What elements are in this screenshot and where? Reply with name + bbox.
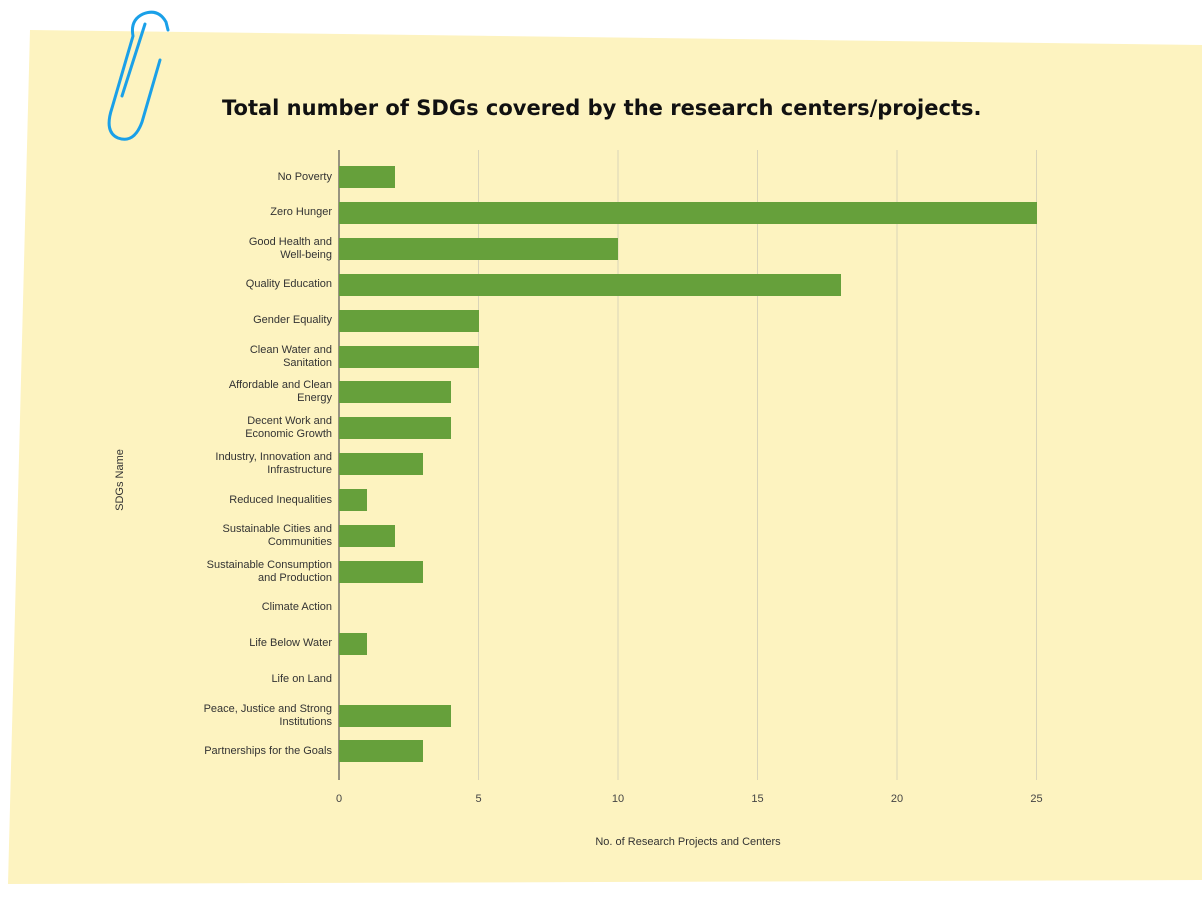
y-category-label: Partnerships for the Goals bbox=[204, 744, 332, 757]
x-tick-label: 20 bbox=[890, 793, 904, 805]
y-category-label: Sustainable Consumption and Production bbox=[206, 558, 332, 584]
bar bbox=[339, 489, 367, 512]
y-category-label: Life on Land bbox=[271, 673, 332, 686]
bar bbox=[339, 525, 395, 547]
chart-title: Total number of SDGs covered by the rese… bbox=[222, 96, 982, 120]
x-tick-label: 10 bbox=[611, 793, 625, 805]
y-category-label: Clean Water and Sanitation bbox=[249, 343, 332, 369]
bar bbox=[339, 417, 451, 440]
x-tick-label: 0 bbox=[335, 793, 343, 805]
gridlines bbox=[478, 150, 1037, 780]
y-category-label: No Poverty bbox=[277, 170, 332, 183]
bar bbox=[339, 201, 1037, 224]
y-category-label: Industry, Innovation and Infrastructure bbox=[215, 451, 332, 477]
bar bbox=[339, 381, 451, 404]
bar bbox=[339, 560, 423, 583]
x-tick-label: 15 bbox=[751, 793, 764, 805]
bar bbox=[339, 273, 842, 296]
y-category-label: Quality Education bbox=[245, 278, 332, 291]
paperclip-icon bbox=[107, 10, 170, 141]
paper-sheet bbox=[8, 30, 1202, 884]
bar bbox=[339, 704, 451, 727]
x-tick-label: 5 bbox=[475, 793, 482, 805]
bar bbox=[339, 309, 479, 332]
y-category-label: Gender Equality bbox=[253, 314, 332, 327]
y-category-label: Good Health and Well-being bbox=[248, 235, 332, 261]
y-category-label: Zero Hunger bbox=[270, 206, 332, 219]
y-category-label: Affordable and Clean Energy bbox=[228, 379, 332, 405]
y-category-label: Peace, Justice and Strong Institutions bbox=[203, 702, 332, 728]
bar bbox=[339, 740, 423, 763]
y-axis-label: SDGs Name bbox=[114, 449, 126, 511]
y-category-label: Decent Work and Economic Growth bbox=[245, 415, 332, 441]
bar bbox=[339, 453, 423, 476]
bar bbox=[339, 632, 367, 655]
y-category-label: Life Below Water bbox=[249, 637, 332, 650]
y-category-label: Reduced Inequalities bbox=[229, 493, 332, 506]
bar bbox=[339, 166, 395, 188]
y-category-label: Climate Action bbox=[261, 601, 332, 614]
bar bbox=[339, 345, 479, 368]
x-axis-label: No. of Research Projects and Centers bbox=[595, 836, 781, 848]
bar bbox=[339, 237, 618, 260]
y-category-label: Sustainable Cities and Communities bbox=[222, 523, 332, 548]
x-tick-label: 25 bbox=[1030, 793, 1043, 805]
